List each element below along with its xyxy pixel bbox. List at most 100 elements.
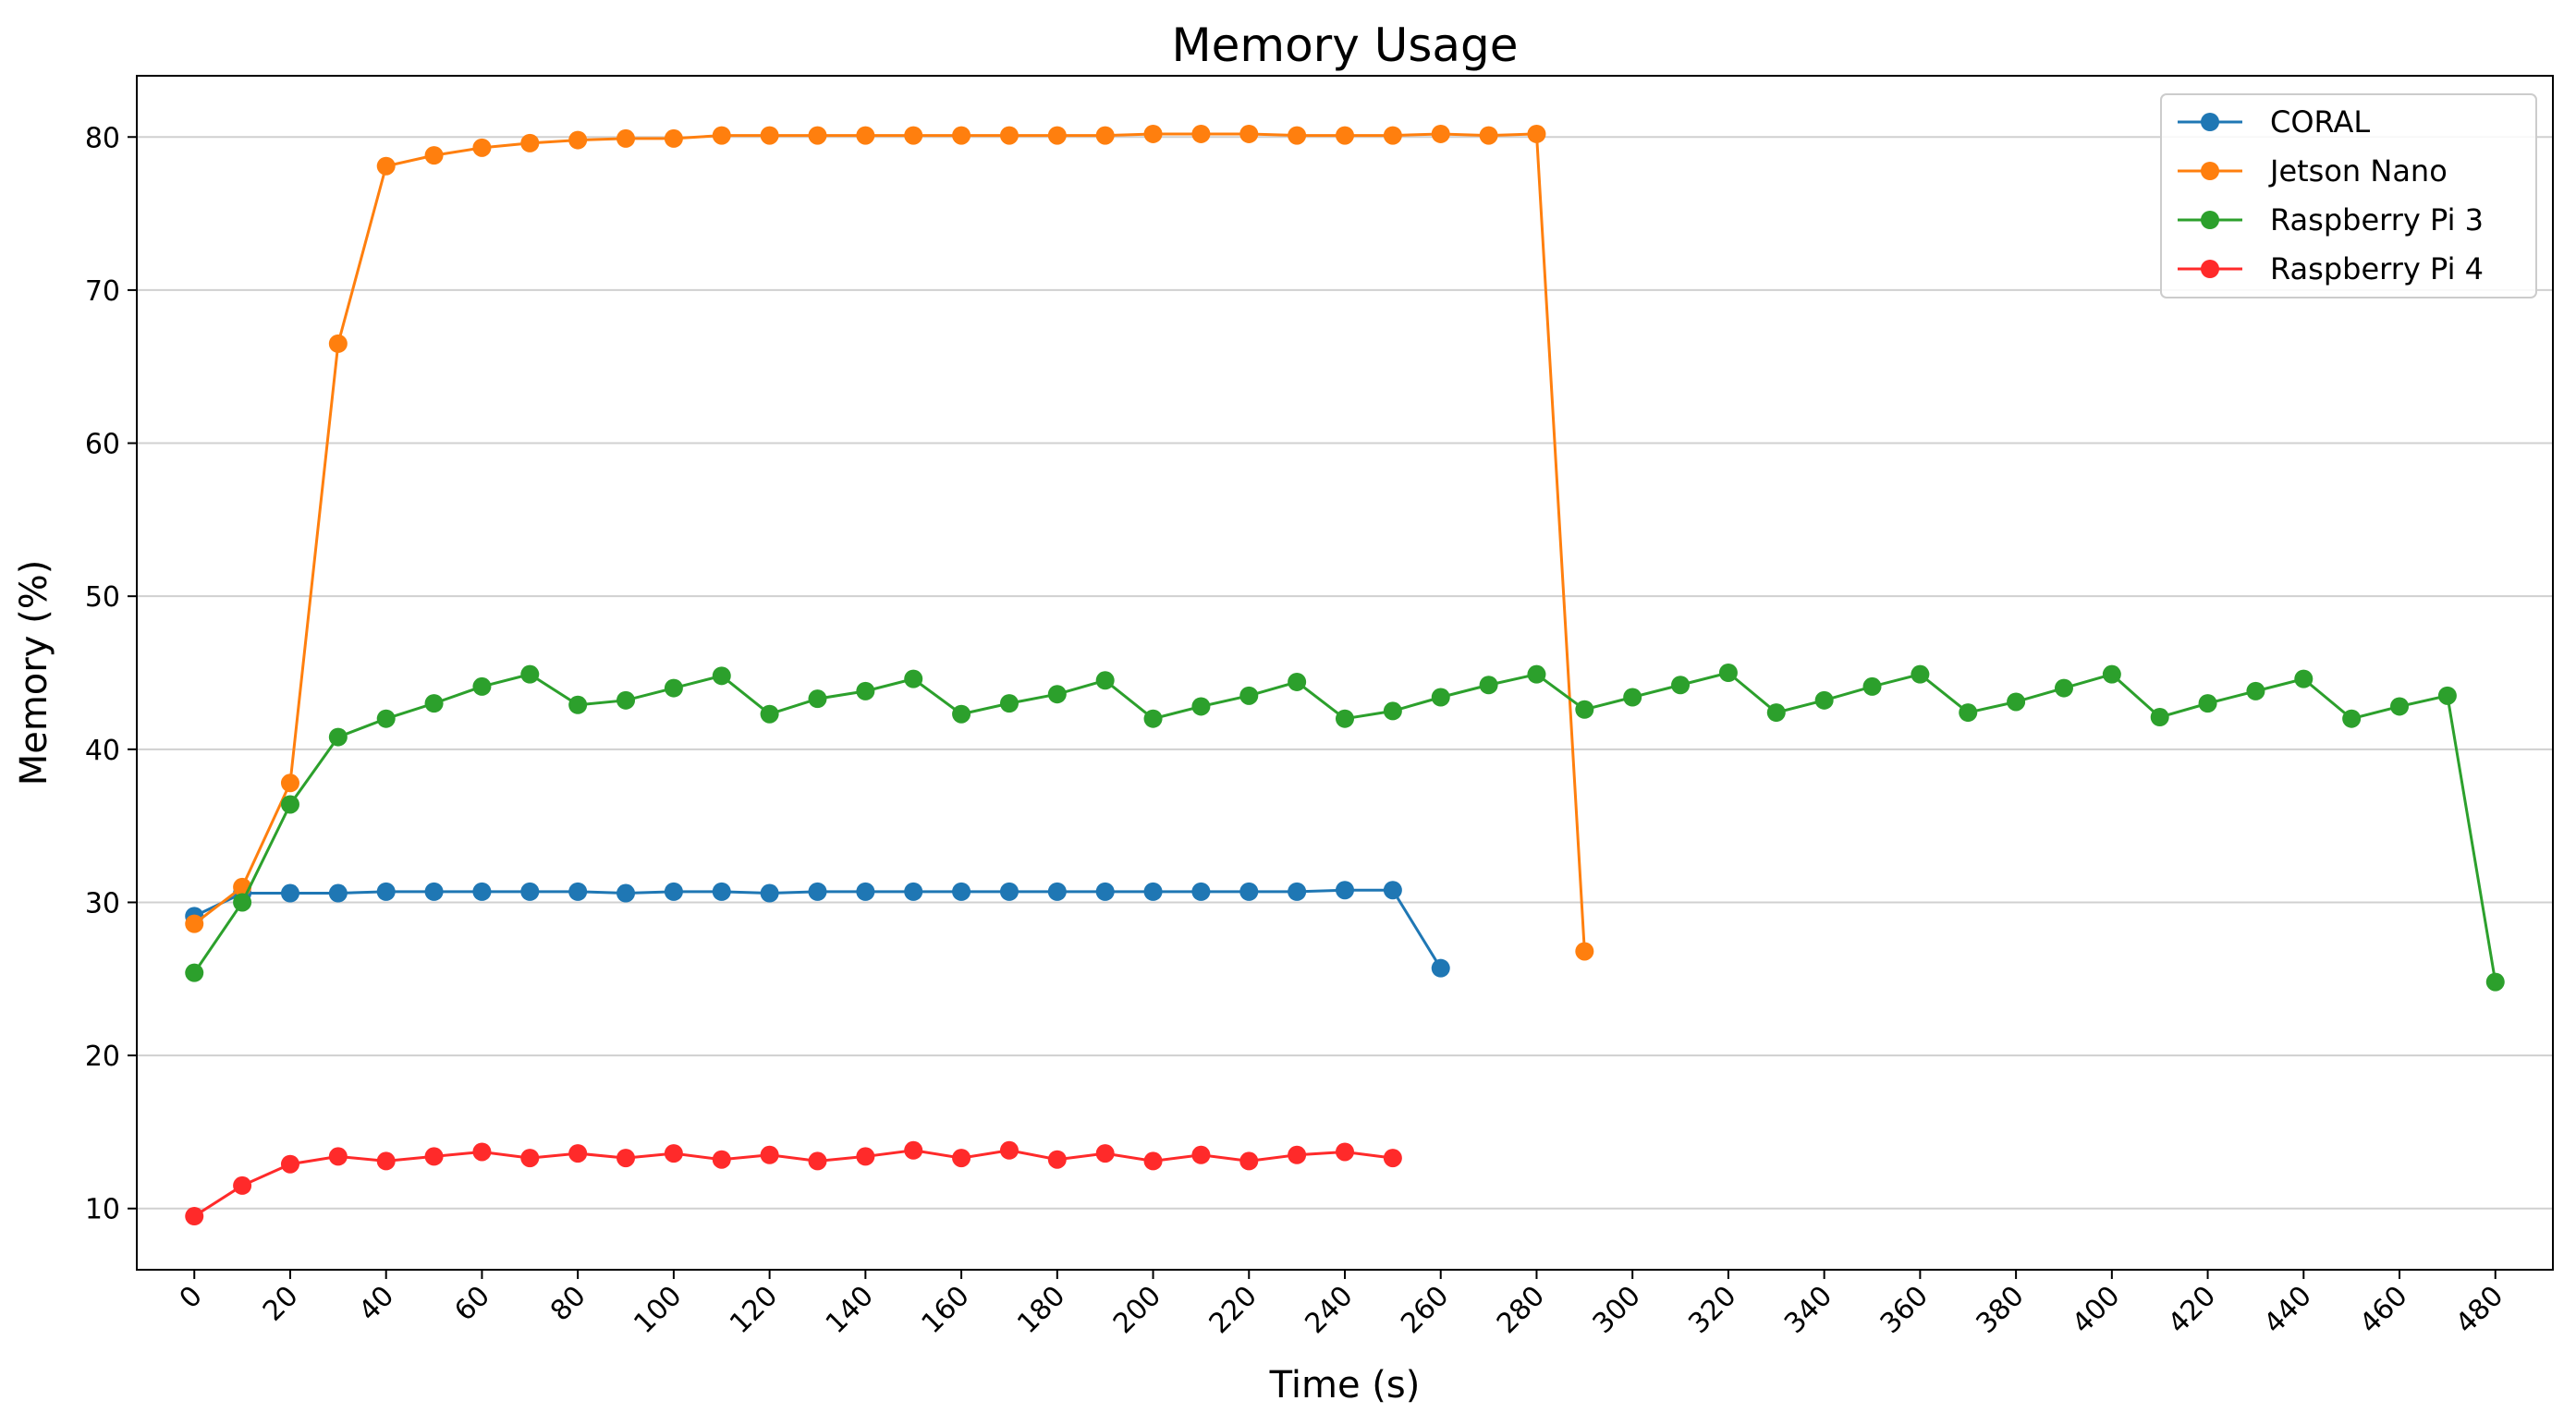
data-point: [617, 883, 636, 903]
data-point: [472, 1142, 492, 1162]
y-tick-label: 50: [85, 581, 120, 614]
x-axis-label: Time (s): [1269, 1364, 1421, 1407]
data-point: [1431, 124, 1450, 143]
y-tick-label: 10: [85, 1194, 120, 1226]
y-axis-label: Memory (%): [13, 560, 55, 786]
data-point: [2342, 709, 2362, 728]
data-point: [712, 882, 731, 901]
data-point: [760, 883, 779, 903]
data-point: [1527, 124, 1546, 143]
data-point: [520, 133, 540, 152]
data-point: [472, 676, 492, 696]
data-point: [999, 882, 1019, 901]
data-point: [1095, 671, 1115, 690]
data-point: [2437, 686, 2457, 705]
data-point: [952, 704, 971, 724]
data-point: [1336, 126, 1354, 145]
legend-box: [2160, 93, 2537, 298]
data-point: [856, 681, 875, 700]
data-point: [808, 689, 827, 709]
series-raspberry-pi-3: [185, 664, 2505, 992]
data-point: [568, 695, 588, 714]
data-point: [1239, 882, 1259, 901]
data-point: [520, 1149, 540, 1168]
legend: CORAL Jetson Nano Raspberry Pi 3 Raspberry …: [2160, 93, 2537, 298]
data-point: [1766, 703, 1786, 723]
data-point: [376, 882, 396, 901]
y-tick-label: 70: [85, 275, 120, 308]
data-point: [424, 146, 444, 165]
y-axis-ticks: 10 20 30 40 50 60 70 80: [85, 122, 137, 1226]
data-point: [424, 1147, 444, 1166]
data-point: [999, 1140, 1019, 1160]
data-point: [664, 1144, 683, 1163]
data-point: [2150, 708, 2169, 727]
data-point: [1191, 697, 1211, 716]
data-point: [1239, 1151, 1259, 1171]
data-point: [1191, 882, 1211, 901]
data-point: [1288, 882, 1307, 901]
data-point: [808, 126, 827, 145]
data-point: [472, 138, 492, 157]
legend-marker: [2201, 162, 2219, 180]
data-point: [1431, 958, 1450, 978]
data-point: [808, 882, 827, 901]
data-point: [1095, 126, 1115, 145]
data-point: [1191, 124, 1211, 143]
data-point: [617, 690, 636, 710]
data-point: [952, 126, 971, 145]
data-point: [376, 1151, 396, 1171]
data-point: [2246, 681, 2265, 700]
data-point: [664, 882, 683, 901]
legend-marker: [2201, 211, 2219, 229]
data-point: [712, 126, 731, 145]
data-point: [1383, 701, 1402, 721]
data-point: [328, 334, 348, 353]
data-point: [424, 694, 444, 713]
data-point: [1527, 664, 1546, 684]
data-point: [1383, 881, 1402, 900]
data-point: [1718, 664, 1738, 682]
data-point: [856, 1147, 875, 1166]
data-point: [328, 883, 348, 903]
data-point: [376, 709, 396, 728]
data-point: [1239, 686, 1259, 705]
data-point: [1288, 126, 1307, 145]
data-point: [952, 882, 971, 901]
y-tick-label: 60: [85, 429, 120, 461]
data-point: [1671, 676, 1691, 695]
data-point: [856, 882, 875, 901]
data-point: [1479, 126, 1498, 145]
data-point: [2390, 697, 2410, 716]
data-point: [568, 882, 588, 901]
series-raspberry-pi-4: [185, 1140, 1402, 1226]
data-point: [1575, 942, 1594, 961]
data-point: [1911, 664, 1930, 684]
data-point: [760, 1145, 779, 1164]
y-tick-label: 20: [85, 1041, 120, 1073]
data-point: [233, 1175, 252, 1195]
series-jetson-nano: [185, 124, 1594, 961]
y-tick-label: 80: [85, 122, 120, 154]
data-point: [999, 694, 1019, 713]
data-point: [520, 882, 540, 901]
data-point: [712, 1150, 731, 1169]
data-point: [856, 126, 875, 145]
data-point: [280, 1154, 299, 1174]
data-point: [280, 773, 299, 793]
data-point: [1383, 126, 1402, 145]
legend-marker: [2201, 113, 2219, 131]
data-point: [185, 1207, 204, 1226]
data-point: [760, 704, 779, 724]
series-layer: [185, 124, 2505, 1226]
data-point: [1047, 685, 1067, 704]
data-point: [472, 882, 492, 901]
data-point: [1143, 882, 1163, 901]
data-point: [2198, 694, 2217, 713]
data-point: [2102, 664, 2121, 684]
data-point: [2054, 678, 2073, 698]
data-point: [664, 128, 683, 148]
data-point: [1047, 1150, 1067, 1169]
y-tick-label: 30: [85, 887, 120, 920]
